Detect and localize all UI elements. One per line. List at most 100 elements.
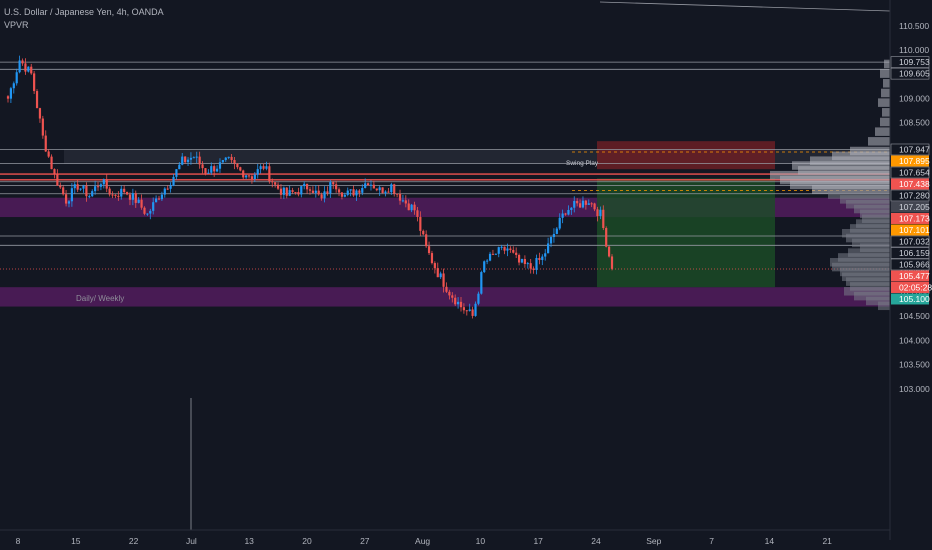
candle-body <box>9 88 13 99</box>
price-label-badge[interactable] <box>890 258 930 271</box>
candle-body <box>372 184 375 189</box>
time-tick: Sep <box>646 536 661 546</box>
candle-body <box>256 169 259 175</box>
price-tick: 103.500 <box>899 360 930 370</box>
candle-body <box>192 157 195 159</box>
trend-line[interactable] <box>599 1 891 12</box>
candle-body <box>488 253 492 261</box>
volume-profile-bar <box>862 214 890 223</box>
price-label-badge[interactable] <box>891 178 929 190</box>
candle-body <box>500 246 503 248</box>
volume-profile-bar <box>840 195 890 204</box>
candle-body <box>425 234 428 247</box>
candle-body <box>396 193 399 195</box>
candle-body <box>213 166 216 172</box>
candle-body <box>538 257 541 261</box>
candle-body <box>274 182 277 185</box>
volume-profile-bar <box>842 272 890 282</box>
candle-body <box>593 203 596 210</box>
candle-body <box>96 186 100 188</box>
candle-body <box>349 189 352 191</box>
price-label-text: 109.753 <box>899 57 930 67</box>
price-label-badge[interactable] <box>890 235 930 248</box>
price-label-badge[interactable] <box>891 281 929 293</box>
candle-body <box>323 191 326 199</box>
volume-profile-bar <box>884 59 890 69</box>
candle-body <box>297 191 300 195</box>
candle-body <box>509 248 512 250</box>
candle-body <box>529 263 532 269</box>
candle-body <box>305 183 309 190</box>
candle-body <box>451 295 454 298</box>
candle-body <box>157 198 161 200</box>
time-tick: Jul <box>186 536 197 546</box>
candle-body <box>221 160 224 163</box>
price-label-badge[interactable] <box>891 212 929 224</box>
volume-profile-bar <box>868 137 890 146</box>
candle-body <box>503 246 506 251</box>
price-label-badge[interactable] <box>890 56 930 68</box>
candle-body <box>56 174 59 186</box>
candle-body <box>303 183 306 187</box>
time-tick: 20 <box>302 536 312 546</box>
candle-body <box>436 268 439 278</box>
candle-body <box>64 194 68 204</box>
candle-body <box>169 185 172 189</box>
support-zone[interactable] <box>0 287 890 307</box>
price-label-badge[interactable] <box>890 166 930 179</box>
candle-body <box>44 135 47 152</box>
candle-body <box>552 233 556 238</box>
candle-body <box>366 183 370 186</box>
price-label-badge[interactable] <box>891 201 929 213</box>
price-label-badge[interactable] <box>891 270 929 282</box>
volume-profile-bar <box>880 69 890 78</box>
candle-body <box>184 156 187 163</box>
candle-body <box>456 301 460 305</box>
candle-body <box>259 166 262 170</box>
candle-body <box>33 73 36 92</box>
candle-body <box>131 193 134 200</box>
price-label-badge[interactable] <box>891 155 929 167</box>
candle-body <box>262 166 265 169</box>
indicator-vpvr[interactable]: VPVR <box>4 20 29 30</box>
price-label-text: 107.438 <box>899 179 930 189</box>
price-tick: 104.500 <box>899 311 930 321</box>
candle-body <box>108 188 111 195</box>
candle-body <box>282 187 285 195</box>
time-tick: 10 <box>476 536 486 546</box>
volume-profile-bar <box>860 209 890 219</box>
target-zone[interactable] <box>597 178 775 288</box>
candle-body <box>111 194 114 196</box>
candle-body <box>123 188 126 193</box>
volume-profile-bar <box>812 185 890 194</box>
volume-profile-bar <box>854 204 890 214</box>
candle-body <box>250 176 254 179</box>
candle-body <box>128 194 132 200</box>
symbol-title[interactable]: U.S. Dollar / Japanese Yen, 4h, OANDA <box>4 7 164 17</box>
price-label-badge[interactable] <box>890 189 930 202</box>
price-label-badge[interactable] <box>891 224 929 236</box>
candle-body <box>587 203 590 205</box>
candle-body <box>247 175 251 177</box>
candle-body <box>346 190 349 195</box>
volume-profile-bar <box>810 156 890 165</box>
candle-body <box>532 268 535 270</box>
price-label-badge[interactable] <box>891 293 929 305</box>
price-label-text: 107.654 <box>899 167 930 177</box>
candle-body <box>134 193 137 203</box>
chart-legend: U.S. Dollar / Japanese Yen, 4h, OANDA VP… <box>4 6 164 32</box>
candle-body <box>607 246 611 257</box>
candle-body <box>285 187 288 196</box>
price-label-text: 107.205 <box>899 202 930 212</box>
candle-body <box>166 188 169 190</box>
stop-zone[interactable] <box>597 141 775 170</box>
price-label-badge[interactable] <box>890 247 930 259</box>
price-label-badge[interactable] <box>890 67 930 80</box>
candle-body <box>102 179 105 185</box>
candle-body <box>59 185 62 188</box>
time-tick: 17 <box>533 536 543 546</box>
price-label-text: 107.101 <box>899 225 930 235</box>
price-label-badge[interactable] <box>890 143 930 156</box>
